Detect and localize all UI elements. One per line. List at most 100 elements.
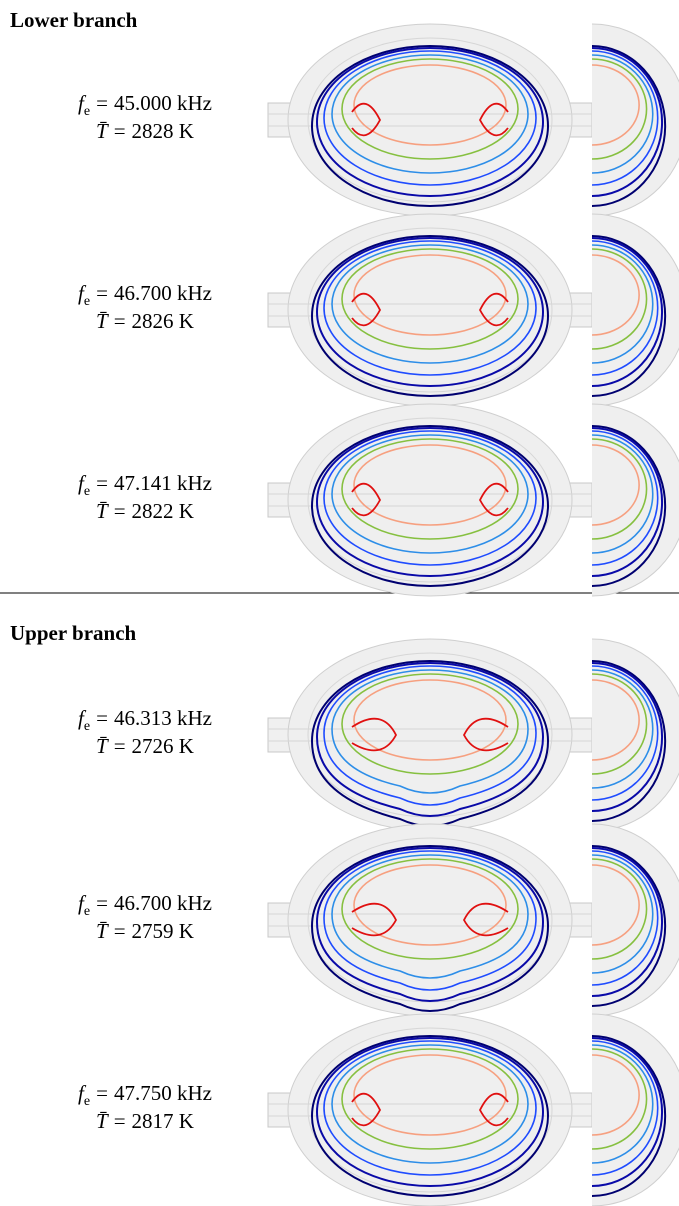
contour	[341, 1048, 519, 1150]
contour-panel	[267, 403, 593, 597]
symbol: T̄	[96, 734, 109, 758]
symbol: f	[78, 91, 87, 115]
side-contour	[592, 434, 654, 554]
section-title: Lower branch	[10, 8, 138, 32]
contour-panel	[267, 23, 593, 217]
equals: =	[96, 281, 108, 305]
hot-contour	[351, 482, 382, 517]
side-contour	[592, 235, 667, 397]
hot-contour	[351, 102, 382, 137]
temperature-label: T̄ = 2817 K	[96, 1109, 194, 1133]
side-contour	[592, 430, 659, 566]
frequency-label: fe = 46.700 kHz	[78, 281, 212, 309]
equals: =	[114, 734, 126, 758]
contour	[315, 427, 545, 577]
contour	[310, 845, 550, 1012]
contour	[323, 850, 537, 991]
side-view	[592, 823, 679, 1017]
side-contour	[592, 662, 664, 812]
side-view	[592, 638, 679, 832]
subscript: e	[84, 1094, 90, 1109]
side-view	[592, 23, 679, 217]
chamber-inner	[307, 37, 553, 203]
side-contour	[592, 444, 640, 526]
hot-contour	[462, 902, 509, 937]
side-view	[592, 1013, 679, 1206]
side-contour	[592, 237, 664, 387]
subscript: e	[84, 104, 90, 119]
equals: =	[114, 119, 126, 143]
contour	[310, 45, 550, 207]
contour-panel	[267, 638, 593, 832]
frequency-label: fe = 46.313 kHz	[78, 706, 212, 734]
temperature-label: T̄ = 2726 K	[96, 734, 194, 758]
hot-contour	[478, 1092, 509, 1127]
hot-contour	[462, 717, 509, 752]
chamber	[287, 213, 573, 407]
contour	[331, 1044, 529, 1164]
contour	[353, 679, 507, 761]
contour	[341, 248, 519, 350]
contour	[331, 434, 529, 554]
equals: =	[96, 91, 108, 115]
frequency: 46.313 kHz	[114, 706, 212, 730]
symbol: f	[78, 1081, 87, 1105]
side-contour	[592, 665, 659, 801]
side-contour	[592, 858, 648, 960]
contour	[323, 665, 537, 806]
contour	[353, 64, 507, 146]
side-contour	[592, 847, 664, 997]
contour	[331, 244, 529, 364]
chamber	[287, 1013, 573, 1206]
side-contour	[592, 438, 648, 540]
contour-panel	[267, 823, 593, 1017]
side-contour	[592, 47, 664, 197]
temperature: 2759 K	[132, 919, 194, 943]
contour	[341, 858, 519, 960]
side-contour	[592, 244, 654, 364]
contour	[315, 847, 545, 1002]
symbol: f	[78, 706, 87, 730]
chamber-inner	[307, 417, 553, 583]
frequency-label: fe = 47.141 kHz	[78, 471, 212, 499]
chamber	[287, 403, 573, 597]
side-contour	[592, 850, 659, 986]
frequency: 46.700 kHz	[114, 281, 212, 305]
frequency-label: fe = 46.700 kHz	[78, 891, 212, 919]
side-contour	[592, 54, 654, 174]
side-contour	[592, 58, 648, 160]
symbol: T̄	[96, 919, 109, 943]
frequency-label: fe = 47.750 kHz	[78, 1081, 212, 1109]
contour	[323, 240, 537, 376]
symbol: f	[78, 281, 87, 305]
frequency: 47.750 kHz	[114, 1081, 212, 1105]
subscript: e	[84, 484, 90, 499]
equals: =	[96, 891, 108, 915]
side-contour	[592, 254, 640, 336]
side-contour	[592, 845, 667, 1007]
section-title: Upper branch	[10, 621, 137, 645]
contour	[353, 444, 507, 526]
frequency: 45.000 kHz	[114, 91, 212, 115]
temperature-label: T̄ = 2759 K	[96, 919, 194, 943]
temperature: 2726 K	[132, 734, 194, 758]
equals: =	[96, 1081, 108, 1105]
contour	[353, 254, 507, 336]
contour	[331, 54, 529, 174]
side-contour	[592, 1035, 667, 1197]
equals: =	[114, 1109, 126, 1133]
hot-contour	[478, 482, 509, 517]
chamber	[287, 638, 573, 832]
equals: =	[96, 706, 108, 730]
side-contour	[592, 248, 648, 350]
side-contour	[592, 660, 667, 822]
hot-contour	[351, 717, 398, 752]
equals: =	[96, 471, 108, 495]
contour-panel	[267, 213, 593, 407]
frequency: 47.141 kHz	[114, 471, 212, 495]
symbol: T̄	[96, 499, 109, 523]
hot-contour	[478, 102, 509, 137]
side-contour	[592, 673, 648, 775]
side-contour	[592, 425, 667, 587]
frequency: 46.700 kHz	[114, 891, 212, 915]
